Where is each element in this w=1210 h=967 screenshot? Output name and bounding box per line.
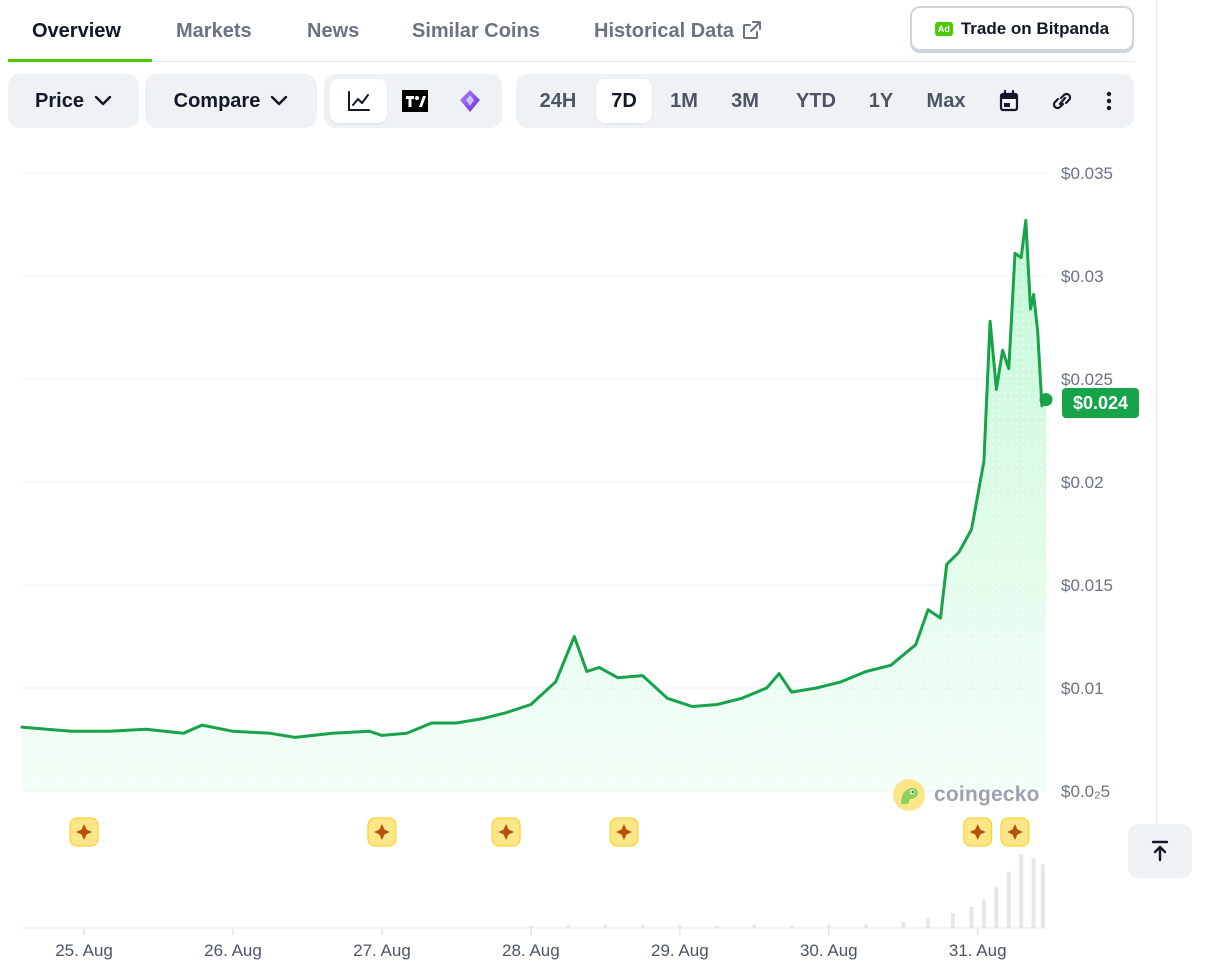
y-tick-label: $0.025: [1061, 370, 1113, 389]
trade-button-label: Trade on Bitpanda: [960, 18, 1110, 38]
link-icon: [1052, 92, 1072, 110]
price-line: [20, 218, 1048, 739]
volume-bar: [1019, 854, 1024, 928]
watermark-text: coingecko: [934, 783, 1040, 806]
arrow-up-to-line-icon: [1151, 840, 1169, 862]
event-marker-icon[interactable]: [1000, 817, 1030, 847]
range-max-button[interactable]: Max: [926, 89, 966, 112]
volume-bar: [677, 925, 682, 928]
price-area-texture: [22, 220, 1046, 791]
x-tick-label: 26. Aug: [204, 941, 262, 960]
volume-bar: [1006, 871, 1011, 928]
current-price-dot: [1039, 393, 1053, 407]
y-tick-label: $0.015: [1061, 576, 1113, 595]
tab-historical-data[interactable]: Historical Data: [594, 0, 762, 62]
ad-badge: Ad: [934, 21, 953, 36]
tradingview-icon: [401, 90, 428, 112]
compare-dropdown[interactable]: Compare: [145, 74, 317, 128]
volume-bar: [1040, 864, 1045, 928]
event-markers: [69, 817, 1030, 847]
tab-bar: Overview Markets News Similar Coins Hist…: [8, 0, 1134, 62]
price-dropdown-label: Price: [35, 89, 84, 112]
volume-bar: [826, 925, 831, 928]
volume-bar: [528, 925, 533, 928]
chevron-down-icon: [94, 95, 112, 106]
tab-news[interactable]: News: [307, 20, 360, 42]
range-24h-button[interactable]: 24H: [539, 89, 577, 112]
range-1y-button[interactable]: 1Y: [868, 89, 894, 112]
more-vertical-icon: [1106, 91, 1112, 111]
volume-bar: [981, 899, 986, 928]
volume-bar: [1031, 858, 1036, 928]
volume-bar: [864, 924, 869, 928]
chevron-down-icon: [271, 95, 288, 106]
event-marker-icon[interactable]: [491, 817, 521, 847]
tab-historical-data-label: Historical Data: [594, 20, 735, 42]
diamond-icon: [459, 90, 480, 112]
event-marker-icon[interactable]: [69, 817, 99, 847]
tab-markets[interactable]: Markets: [176, 20, 252, 42]
x-axis: 25. Aug 26. Aug 27. Aug 28. Aug 29. Aug 30. A…: [55, 928, 1007, 960]
event-marker-icon[interactable]: [367, 817, 397, 847]
y-tick-label: $0.0₂5: [1061, 782, 1110, 801]
line-chart-icon: [347, 91, 370, 111]
event-marker-icon[interactable]: [609, 817, 639, 847]
volume-bar: [566, 925, 571, 928]
chart-type-group: [324, 74, 502, 128]
x-tick-label: 30. Aug: [800, 941, 858, 960]
scroll-to-top-button[interactable]: [1128, 824, 1192, 878]
range-ytd-button[interactable]: YTD: [796, 89, 836, 112]
tradingview-button[interactable]: [386, 79, 443, 123]
volume-bar: [715, 925, 720, 928]
volume-bar: [969, 907, 974, 928]
tab-overview[interactable]: Overview: [32, 20, 121, 42]
trade-on-bitpanda-button[interactable]: Ad Trade on Bitpanda: [910, 6, 1134, 51]
external-link-icon: [743, 21, 762, 39]
y-tick-label: $0.03: [1061, 267, 1104, 286]
calendar-icon: [999, 90, 1019, 112]
range-3m-button[interactable]: 3M: [731, 89, 759, 112]
x-tick-label: 25. Aug: [55, 941, 113, 960]
volume-bar: [994, 886, 999, 928]
x-tick-label: 28. Aug: [502, 941, 560, 960]
x-tick-label: 31. Aug: [949, 941, 1007, 960]
date-picker-button[interactable]: [990, 79, 1028, 123]
y-axis: $0.035 $0.03 $0.025 $0.02 $0.015 $0.01 $0.0₂5: [1061, 164, 1113, 801]
x-tick-label: 27. Aug: [353, 941, 411, 960]
current-price-badge: $0.024: [1062, 388, 1139, 418]
x-tick-label: 29. Aug: [651, 941, 709, 960]
coingecko-watermark: coingecko: [892, 778, 1052, 812]
price-chart[interactable]: $0.035$0.03$0.025$0.02$0.015$0.01$0.0₂5 …: [0, 150, 1156, 967]
time-range-group: 24H 7D 1M 3M YTD 1Y Max: [516, 74, 1134, 128]
diamond-button[interactable]: [441, 79, 498, 123]
volume-bar: [640, 925, 645, 928]
line-chart-button[interactable]: [330, 79, 387, 123]
gecko-logo-icon: [893, 779, 925, 811]
y-tick-label: $0.02: [1061, 473, 1104, 492]
volume-bar: [926, 918, 931, 928]
volume-bar: [950, 913, 955, 928]
y-tick-label: $0.035: [1061, 164, 1113, 183]
event-marker-icon[interactable]: [963, 817, 993, 847]
volume-bar: [752, 925, 757, 928]
share-link-button[interactable]: [1042, 79, 1082, 123]
active-tab-indicator: [8, 59, 152, 62]
more-options-button[interactable]: [1094, 79, 1124, 123]
volume-bar: [901, 922, 906, 928]
volume-bar: [789, 925, 794, 928]
y-tick-label: $0.01: [1061, 679, 1104, 698]
range-1m-button[interactable]: 1M: [670, 89, 698, 112]
price-dropdown[interactable]: Price: [8, 74, 139, 128]
panel-divider: [1156, 0, 1157, 824]
compare-dropdown-label: Compare: [173, 89, 261, 112]
tab-similar-coins[interactable]: Similar Coins: [412, 20, 540, 42]
range-7d-button[interactable]: 7D: [596, 79, 652, 123]
volume-bar: [603, 924, 608, 928]
volume-bars: [528, 854, 1045, 928]
